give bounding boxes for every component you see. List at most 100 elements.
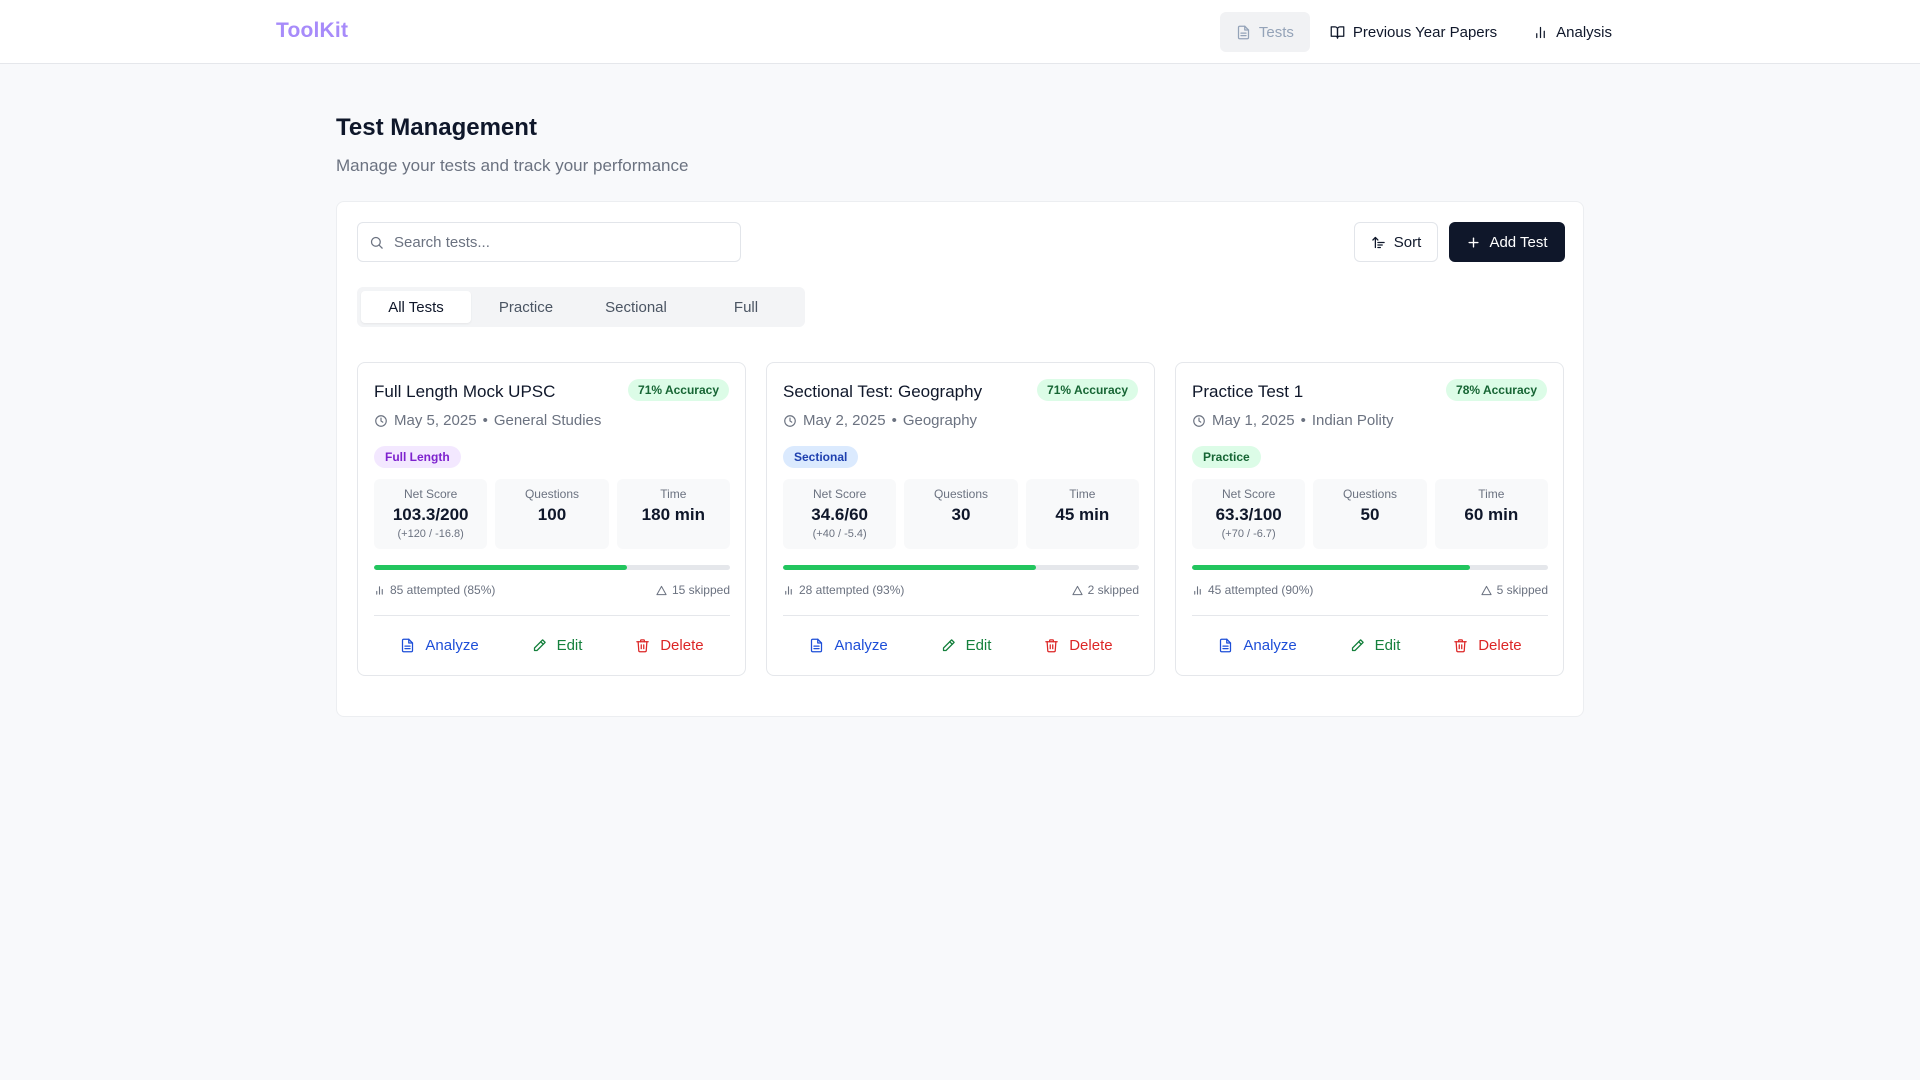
test-card: Practice Test 1 78% Accuracy May 1, 2025… — [1175, 362, 1564, 676]
time-value: 45 min — [1055, 505, 1110, 524]
file-icon — [1237, 25, 1249, 39]
attempt-row: 28 attempted (93%) 2 skipped — [783, 583, 1139, 597]
attempted-text: 28 attempted (93%) — [799, 583, 905, 597]
test-type-badge: Full Length — [374, 446, 461, 468]
questions-label: Questions — [933, 487, 988, 501]
questions-stat: Questions 100 — [495, 479, 609, 549]
file-icon — [402, 638, 414, 652]
questions-label: Questions — [1342, 487, 1397, 501]
nav-analysis-label: Analysis — [1556, 23, 1612, 41]
test-meta: May 2, 2025 • Geography — [783, 412, 977, 429]
net-score-label: Net Score — [403, 487, 458, 501]
time-stat: Time 180 min — [616, 479, 730, 549]
test-type-badge: Sectional — [783, 446, 859, 468]
skipped-group: 2 skipped — [1072, 583, 1139, 597]
attempted-text: 45 attempted (90%) — [1208, 583, 1314, 597]
attempted-group: 45 attempted (90%) — [1192, 583, 1313, 597]
card-actions: Analyze Edit Delete — [374, 627, 730, 663]
time-label: Time — [660, 487, 687, 501]
time-value: 180 min — [641, 505, 705, 524]
test-card: Sectional Test: Geography 71% Accuracy M… — [766, 362, 1155, 676]
tests-panel: Sort Add Test All Tests Practice Section… — [336, 201, 1584, 717]
questions-value: 100 — [537, 505, 567, 524]
accuracy-badge: 78% Accuracy — [1446, 379, 1547, 401]
attempted-group: 28 attempted (93%) — [783, 583, 904, 597]
search-icon — [370, 236, 383, 249]
edit-button[interactable]: Edit — [931, 631, 1002, 660]
clock-icon — [375, 414, 387, 427]
skipped-text: 5 skipped — [1496, 583, 1548, 597]
test-date: May 2, 2025 — [803, 412, 886, 429]
tab-all-tests[interactable]: All Tests — [361, 291, 471, 323]
test-subject: Geography — [902, 412, 978, 429]
skipped-text: 15 skipped — [671, 583, 730, 597]
nav-tests[interactable]: Tests — [1219, 12, 1310, 52]
search-box — [357, 222, 741, 262]
tab-full[interactable]: Full — [733, 298, 759, 316]
skipped-group: 15 skipped — [656, 583, 730, 597]
add-test-button[interactable]: Add Test — [1449, 222, 1565, 262]
progress-fill — [1192, 565, 1470, 570]
time-label: Time — [1069, 487, 1096, 501]
warning-icon — [656, 585, 667, 595]
edit-label: Edit — [1374, 636, 1401, 654]
nav-previous-year-papers[interactable]: Previous Year Papers — [1314, 12, 1513, 52]
main-nav: Tests Previous Year Papers Analysis — [1219, 12, 1632, 52]
net-score-value: 103.3/200 — [392, 505, 469, 524]
bar-chart-icon — [1536, 26, 1546, 38]
search-input[interactable] — [394, 233, 724, 251]
test-title: Sectional Test: Geography — [783, 382, 983, 401]
page-subtitle: Manage your tests and track your perform… — [336, 156, 689, 175]
delete-button[interactable]: Delete — [625, 631, 713, 660]
brand-logo[interactable]: ToolKit — [276, 19, 349, 42]
delete-label: Delete — [1478, 636, 1522, 654]
page-title: Test Management — [336, 114, 537, 141]
analyze-button[interactable]: Analyze — [799, 631, 897, 660]
nav-papers-label: Previous Year Papers — [1352, 23, 1498, 41]
attempt-row: 85 attempted (85%) 15 skipped — [374, 583, 730, 597]
analyze-label: Analyze — [425, 636, 479, 654]
edit-button[interactable]: Edit — [1340, 631, 1411, 660]
attempted-group: 85 attempted (85%) — [374, 583, 495, 597]
tab-practice[interactable]: Practice — [498, 298, 554, 316]
edit-button[interactable]: Edit — [522, 631, 593, 660]
delete-label: Delete — [660, 636, 704, 654]
bar-chart-icon — [376, 585, 383, 595]
analyze-button[interactable]: Analyze — [390, 631, 488, 660]
time-label: Time — [1478, 487, 1505, 501]
attempted-text: 85 attempted (85%) — [390, 583, 496, 597]
warning-icon — [1481, 585, 1492, 595]
test-title: Full Length Mock UPSC — [374, 382, 556, 401]
attempt-progress-bar — [374, 565, 730, 570]
warning-icon — [1072, 585, 1083, 595]
trash-icon — [1454, 638, 1467, 652]
delete-button[interactable]: Delete — [1443, 631, 1531, 660]
net-score-value: 63.3/100 — [1215, 505, 1282, 524]
clock-icon — [784, 414, 796, 427]
sort-button[interactable]: Sort — [1354, 222, 1438, 262]
tab-sectional[interactable]: Sectional — [605, 298, 667, 316]
attempt-row: 45 attempted (90%) 5 skipped — [1192, 583, 1548, 597]
time-value: 60 min — [1464, 505, 1519, 524]
test-card: Full Length Mock UPSC 71% Accuracy May 5… — [357, 362, 746, 676]
trash-icon — [1045, 638, 1058, 652]
test-subject: Indian Polity — [1311, 412, 1394, 429]
net-score-stat: Net Score 34.6/60 (+40 / -5.4) — [783, 479, 897, 549]
net-score-stat: Net Score 103.3/200 (+120 / -16.8) — [374, 479, 488, 549]
filter-tabs: All Tests Practice Sectional Full — [357, 287, 805, 327]
plus-icon — [1468, 236, 1479, 248]
attempt-progress-bar — [1192, 565, 1548, 570]
delete-button[interactable]: Delete — [1034, 631, 1122, 660]
net-score-label: Net Score — [812, 487, 867, 501]
attempt-progress-bar — [783, 565, 1139, 570]
net-score-label: Net Score — [1221, 487, 1276, 501]
add-test-label: Add Test — [1489, 233, 1548, 251]
pencil-icon — [942, 638, 955, 651]
file-icon — [811, 638, 823, 652]
score-breakdown: (+40 / -5.4) — [812, 528, 867, 540]
analyze-button[interactable]: Analyze — [1208, 631, 1306, 660]
nav-analysis[interactable]: Analysis — [1517, 12, 1628, 52]
accuracy-badge: 71% Accuracy — [628, 379, 729, 401]
time-stat: Time 45 min — [1025, 479, 1139, 549]
pencil-icon — [1351, 638, 1364, 651]
